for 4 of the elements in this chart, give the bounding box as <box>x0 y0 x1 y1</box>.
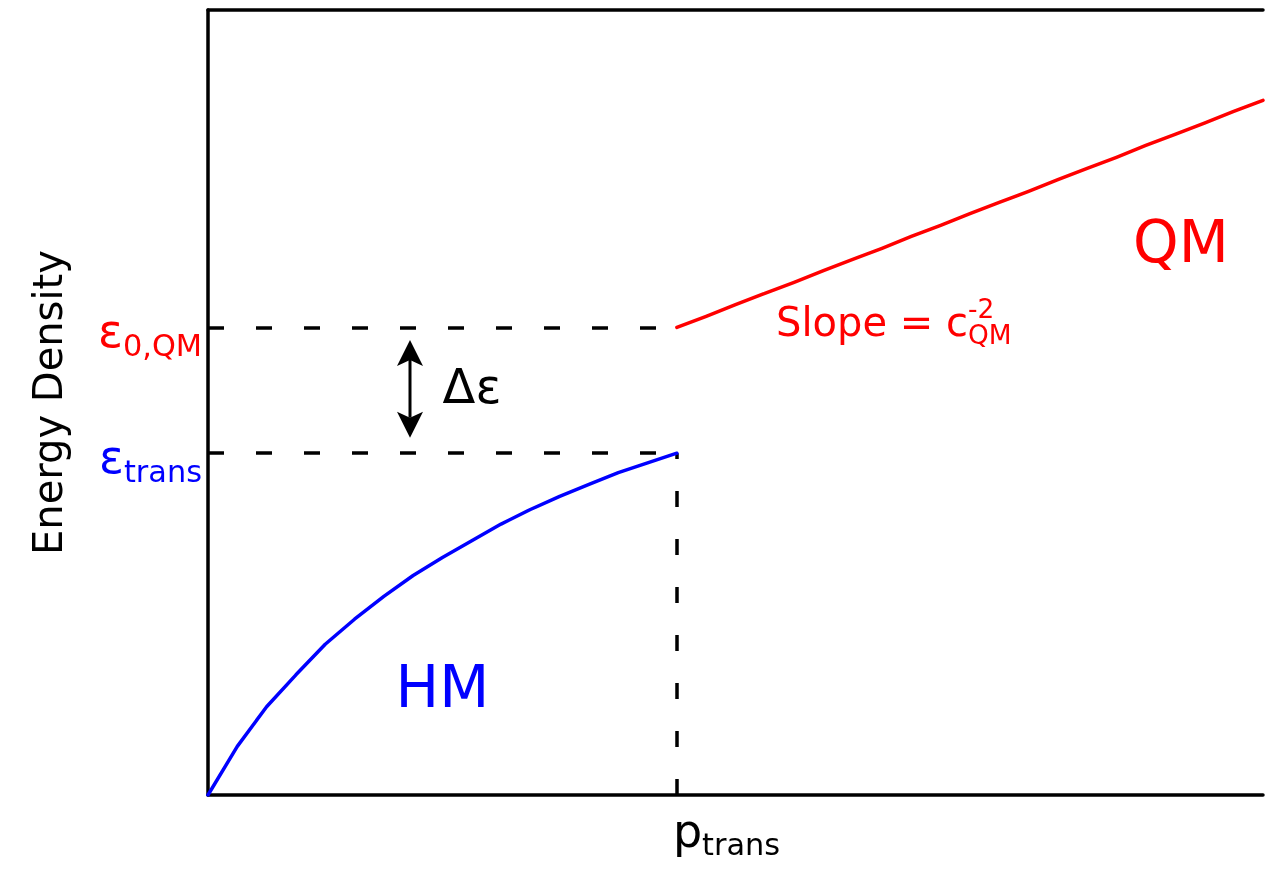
y-axis-title: Energy Density <box>25 250 71 555</box>
annotation: Δε <box>442 358 502 415</box>
series-label: HM <box>395 653 490 722</box>
series-label: QM <box>1133 208 1229 277</box>
